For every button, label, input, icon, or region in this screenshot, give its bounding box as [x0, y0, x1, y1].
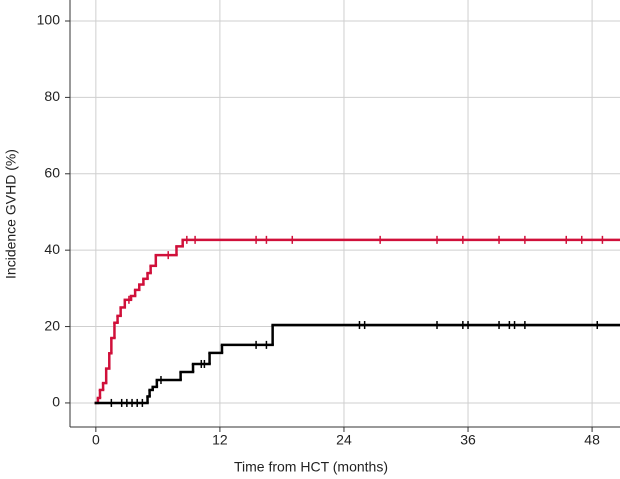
x-tick-label: 24	[336, 432, 352, 448]
x-tick-label: 0	[92, 432, 100, 448]
x-tick-label: 12	[212, 432, 228, 448]
x-axis-label: Time from HCT (months)	[234, 459, 388, 475]
y-axis-label: Incidence GVHD (%)	[3, 149, 19, 279]
y-tick-label: 100	[37, 12, 61, 28]
y-tick-label: 60	[44, 164, 60, 180]
y-tick-label: 80	[44, 88, 60, 104]
y-tick-label: 20	[44, 317, 60, 333]
y-tick-label: 0	[52, 394, 60, 410]
x-tick-label: 36	[460, 432, 476, 448]
x-tick-label: 48	[584, 432, 600, 448]
y-tick-label: 40	[44, 241, 60, 257]
